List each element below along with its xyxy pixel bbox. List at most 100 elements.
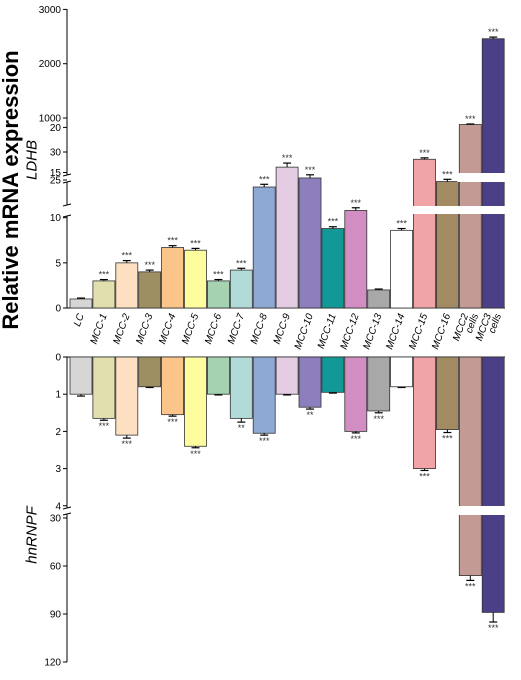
category-label: MCC-14 (384, 312, 407, 351)
hnrnpf-bar (184, 356, 207, 447)
category-label: MCC-2 (111, 312, 132, 346)
category-label: MCC-6 (203, 312, 224, 346)
ldhb-bar (69, 298, 93, 309)
hnrnpf-bar (161, 356, 185, 416)
ldhb-tick-label: 3000 (39, 5, 62, 16)
ldhb-bar (115, 262, 139, 309)
category-label: MCC-12 (339, 312, 362, 351)
ldhb-significance-label: *** (167, 236, 178, 246)
hnrnpf-bar (458, 356, 482, 577)
ldhb-tick-label: 0 (55, 304, 61, 315)
category-labels: LC MCC-1 MCC-2 MCC-3 MCC-4 MCC-5 MCC-6 MCC-7 MCC… (72, 312, 504, 351)
ldhb-break-gap-lower (411, 206, 508, 214)
hnrnpf-significance-label: ** (238, 423, 246, 433)
hnrnpf-tick-label: 4 (55, 501, 61, 512)
ldhb-significance-label: *** (305, 165, 316, 175)
ldhb-tick-label: 5 (55, 258, 61, 269)
hnrnpf-bar (367, 356, 391, 412)
ldhb-bar (435, 181, 459, 309)
ldhb-significance-label: *** (236, 258, 247, 268)
ldhb-significance-label: *** (442, 169, 453, 179)
hnrnpf-bar (138, 356, 162, 388)
ldhb-significance-label: *** (351, 198, 362, 208)
ldhb-significance-label: *** (122, 251, 133, 261)
ldhb-tick-label: 10 (50, 213, 62, 224)
ldhb-significance-label: *** (144, 260, 155, 270)
hnrnpf-significance-label: *** (259, 436, 270, 446)
ldhb-tick-label: 20 (50, 123, 62, 134)
ldhb-bar (413, 158, 436, 309)
ldhb-significance-label: *** (488, 27, 499, 37)
hnrnpf-bar (252, 356, 276, 434)
ldhb-bar (138, 271, 162, 309)
ldhb-bar (298, 177, 322, 309)
axis-break-mark (62, 203, 72, 207)
hnrnpf-bar (69, 356, 93, 395)
hnrnpf-bar (298, 356, 322, 408)
ldhb-tick-label: 15 (50, 168, 62, 179)
hnrnpf-bar (321, 356, 345, 393)
category-label: MCC-10 (293, 312, 316, 351)
category-label: MCC-8 (249, 312, 270, 346)
ldhb-bars: *** *** *** *** *** *** *** *** *** *** *** *** *** *… (69, 27, 505, 309)
axis-break-mark (62, 180, 72, 184)
hnrnpf-significance-label: ** (306, 410, 314, 420)
hnrnpf-significance-label: *** (99, 421, 110, 431)
hnrnpf-significance-label: *** (351, 434, 362, 444)
hnrnpf-bar (344, 356, 368, 432)
category-label: MCC-15 (407, 312, 430, 351)
category-label: MCC-7 (226, 312, 247, 346)
hnrnpf-significance-label: *** (373, 414, 384, 424)
y-axis-main-label-text: Relative mRNA expression (0, 50, 23, 330)
tick-labels: 3000 2000 1000 30 25 20 15 10 5 0 0 1 2 3 4 30 60 90 120 (39, 5, 67, 669)
hnrnpf-axis-label-text: hnRNPF (23, 506, 41, 564)
ldhb-significance-label: *** (396, 219, 407, 229)
hnrnpf-bar (481, 356, 505, 613)
ldhb-tick-label: 1000 (39, 114, 62, 125)
hnrnpf-bar (275, 356, 299, 395)
category-label: MCC-3 (134, 312, 155, 346)
hnrnpf-bar (92, 356, 116, 419)
ldhb-tick-label: 25 (50, 176, 62, 187)
hnrnpf-tick-label: 30 (50, 514, 62, 525)
ldhb-bar (184, 249, 207, 309)
hnrnpf-tick-label: 120 (44, 658, 61, 669)
hnrnpf-significance-label: *** (488, 623, 499, 633)
ldhb-bar (252, 186, 276, 309)
ldhb-break-gap-upper (457, 173, 507, 182)
ldhb-significance-label: *** (419, 148, 430, 158)
ldhb-significance-label: *** (282, 153, 293, 163)
hnrnpf-bar (206, 356, 230, 395)
hnrnpf-bar (115, 356, 139, 436)
ldhb-bar (390, 229, 414, 309)
hnrnpf-tick-label: 3 (55, 464, 61, 475)
hnrnpf-significance-label: *** (442, 434, 453, 444)
axis-break-mark (62, 512, 72, 516)
ldhb-bar (229, 269, 253, 309)
ldhb-bar (161, 247, 185, 309)
ldhb-tick-label: 30 (50, 148, 62, 159)
ldhb-significance-label: *** (465, 114, 476, 124)
hnrnpf-bar (229, 356, 253, 419)
ldhb-significance-label: *** (190, 238, 201, 248)
hnrnpf-tick-label: 0 (55, 353, 61, 364)
hnrnpf-significance-label: *** (465, 581, 476, 591)
hnrnpf-tick-label: 60 (50, 562, 62, 573)
category-label: MCC-4 (157, 312, 178, 346)
ldhb-significance-label: *** (328, 217, 339, 227)
ldhb-bar (206, 280, 230, 309)
hnrnpf-bars: ************************************* (69, 356, 505, 633)
ldhb-bar (92, 280, 116, 309)
axis-break-mark (62, 173, 72, 177)
category-label: LC (72, 312, 87, 329)
ldhb-tick-label: 2000 (39, 59, 62, 70)
hnrnpf-tick-label: 90 (50, 610, 62, 621)
ldhb-axis-label-text: LDHB (23, 140, 41, 181)
hnrnpf-break-gap (457, 506, 507, 515)
ldhb-bar (344, 210, 368, 309)
category-label: MCC-11 (316, 312, 339, 350)
hnrnpf-significance-label: *** (122, 439, 133, 449)
hnrnpf-bar (390, 356, 414, 388)
category-label: MCC-16 (430, 312, 453, 351)
